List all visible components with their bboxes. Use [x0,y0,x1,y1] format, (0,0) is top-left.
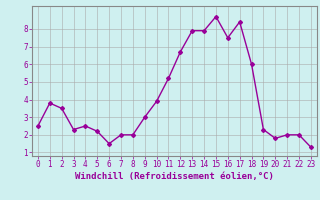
X-axis label: Windchill (Refroidissement éolien,°C): Windchill (Refroidissement éolien,°C) [75,172,274,181]
